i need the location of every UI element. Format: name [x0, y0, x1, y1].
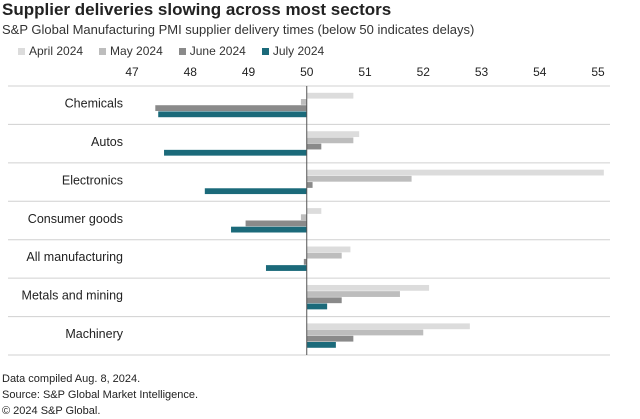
legend-swatch-april: [18, 47, 25, 55]
legend-swatch-july: [261, 47, 269, 55]
bar: [306, 175, 412, 182]
bar: [306, 284, 430, 291]
bar: [306, 131, 360, 138]
legend-item-april: April 2024: [18, 44, 83, 58]
chart-title: Supplier deliveries slowing across most …: [2, 0, 392, 19]
legend-label-june: June 2024: [189, 44, 246, 58]
chart-subtitle: S&P Global Manufacturing PMI supplier de…: [2, 22, 475, 37]
bar: [204, 188, 307, 195]
legend-swatch-may: [99, 47, 107, 55]
bar: [306, 208, 322, 214]
bar: [306, 137, 354, 144]
category-label: Chemicals: [65, 97, 123, 111]
footer-date-note: Data compiled Aug. 8, 2024.: [2, 373, 141, 385]
legend-item-june: June 2024: [178, 44, 246, 58]
bar: [306, 92, 354, 99]
x-tick-label: 50: [300, 65, 314, 79]
legend-label-may: May 2024: [110, 44, 163, 58]
bar: [306, 297, 342, 304]
x-tick-label: 54: [533, 65, 547, 79]
bar: [306, 169, 604, 176]
bar: [245, 220, 307, 227]
bar: [231, 226, 307, 233]
bar: [164, 149, 307, 156]
x-tick-label: 55: [591, 65, 605, 79]
legend-item-july: July 2024: [261, 44, 325, 58]
legend-swatch-june: [178, 47, 186, 55]
bar: [306, 341, 336, 348]
bar: [306, 182, 313, 188]
category-label: Autos: [91, 135, 123, 149]
legend-label-april: April 2024: [29, 44, 84, 58]
x-tick-label: 51: [358, 65, 372, 79]
bar: [306, 252, 342, 259]
legend-item-may: May 2024: [99, 44, 163, 58]
category-label: All manufacturing: [26, 250, 123, 264]
category-label: Machinery: [65, 327, 123, 341]
legend-label-july: July 2024: [272, 44, 325, 58]
bar: [306, 291, 400, 297]
x-tick-label: 52: [417, 65, 431, 79]
bar: [303, 258, 307, 265]
x-tick-label: 53: [475, 65, 489, 79]
x-tick-label: 48: [184, 65, 198, 79]
category-label: Metals and mining: [22, 289, 123, 303]
bar: [306, 303, 328, 310]
chart-legend: April 2024 May 2024 June 2024 July 2024: [18, 44, 324, 58]
bar: [306, 246, 351, 253]
bar: [300, 99, 307, 105]
x-tick-label: 47: [125, 65, 139, 79]
bar: [158, 111, 307, 118]
chart-footer: Data compiled Aug. 8, 2024. Source: S&P …: [2, 371, 198, 419]
x-tick-label: 49: [242, 65, 256, 79]
bar: [306, 335, 354, 342]
bar: [265, 265, 307, 271]
bar: [306, 143, 322, 150]
category-label: Consumer goods: [28, 212, 123, 226]
category-label: Electronics: [62, 173, 123, 187]
bar: [306, 329, 424, 336]
bar: [155, 105, 307, 112]
bar: [300, 214, 307, 221]
footer-source-note: Source: S&P Global Market Intelligence.: [2, 389, 199, 401]
bar: [306, 323, 470, 330]
footer-copyright: © 2024 S&P Global.: [2, 405, 101, 417]
